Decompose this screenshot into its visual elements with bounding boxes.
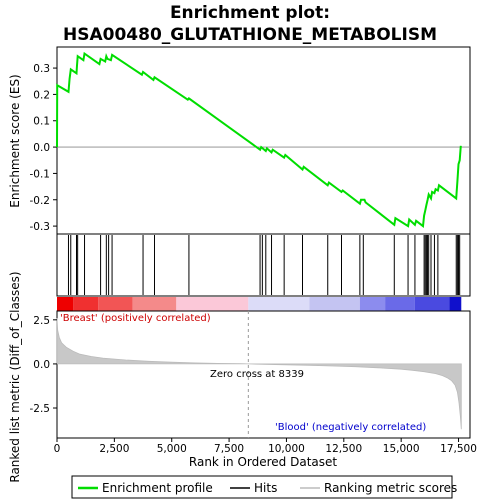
es-y-tick-label: 0.2 xyxy=(33,89,50,101)
es-plot-frame xyxy=(56,46,471,235)
metric-x-tick-label: 10,000 xyxy=(268,443,305,455)
neg-correlation-label: 'Blood' (negatively correlated) xyxy=(275,422,426,433)
metric-x-tick-label: 2,500 xyxy=(99,443,129,455)
chart-title-line1: Enrichment plot: xyxy=(170,3,330,23)
color-bar-segment xyxy=(98,297,133,311)
metric-x-tick-label: 7,500 xyxy=(214,443,244,455)
hits-frame xyxy=(56,233,471,297)
chart-title-line2: HSA00480_GLUTATHIONE_METABOLISM xyxy=(63,25,437,45)
legend-label-enrichment: Enrichment profile xyxy=(102,481,213,495)
metric-x-tick-label: 17,500 xyxy=(440,443,477,455)
color-bar-segment xyxy=(414,297,450,311)
pos-correlation-label: 'Breast' (positively correlated) xyxy=(60,313,211,324)
metric-x-tick-label: 0 xyxy=(54,443,61,455)
metric-y-tick-label: 2.5 xyxy=(33,315,50,327)
hits-panel xyxy=(56,233,471,297)
color-bar-segment xyxy=(73,297,99,311)
es-y-tick-label: 0.3 xyxy=(33,63,50,75)
color-bar-segment xyxy=(132,297,177,311)
metric-x-tick-label: 5,000 xyxy=(157,443,187,455)
color-bar-segment xyxy=(385,297,415,311)
hit-lines xyxy=(67,235,461,295)
metric-y-ticks: 2.5 0.0 -2.5 xyxy=(30,315,57,415)
color-bar-segment xyxy=(359,297,386,311)
metric-x-axis-label: Rank in Ordered Dataset xyxy=(189,455,337,469)
legend-label-metric: Ranking metric scores xyxy=(324,481,457,495)
metric-x-ticks: 0 2,500 5,000 7,500 10,000 12,500 15,000 17,500 xyxy=(54,438,477,455)
es-y-tick-label: 0.0 xyxy=(33,142,50,154)
ranking-metric-area xyxy=(56,318,462,430)
es-y-tick-label: -0.1 xyxy=(30,168,51,180)
rank-color-bar xyxy=(57,297,462,311)
color-bar-segment xyxy=(248,297,310,311)
zero-cross-label: Zero cross at 8339 xyxy=(210,369,304,380)
es-y-axis-label: Enrichment score (ES) xyxy=(8,74,22,207)
color-bar-segment xyxy=(57,297,74,311)
color-bar-segment xyxy=(309,297,360,311)
metric-x-tick-label: 12,500 xyxy=(325,443,362,455)
metric-panel: 2.5 0.0 -2.5 0 2,500 5,000 7,500 10,000 12,500 1… xyxy=(8,271,477,482)
metric-y-axis-label: Ranked list metric (Diff_of_Classes) xyxy=(8,271,22,482)
metric-frame xyxy=(56,310,471,439)
es-y-tick-label: -0.2 xyxy=(30,195,51,207)
legend: Enrichment profile Hits Ranking metric s… xyxy=(71,475,457,499)
metric-y-tick-label: -2.5 xyxy=(30,403,51,415)
es-panel: 0.3 0.2 0.1 0.0 -0.1 -0.2 -0.3 Enrichment scor… xyxy=(8,46,471,235)
es-y-tick-label: 0.1 xyxy=(33,116,50,128)
es-y-tick-label: -0.3 xyxy=(30,221,51,233)
metric-x-tick-label: 15,000 xyxy=(383,443,420,455)
es-y-ticks: 0.3 0.2 0.1 0.0 -0.1 -0.2 -0.3 xyxy=(30,63,57,233)
legend-box xyxy=(71,475,453,499)
color-bar-segment xyxy=(176,297,249,311)
color-bar-segment xyxy=(449,297,462,311)
metric-y-tick-label: 0.0 xyxy=(33,359,50,371)
es-profile-line xyxy=(56,51,462,228)
legend-label-hits: Hits xyxy=(254,481,277,495)
